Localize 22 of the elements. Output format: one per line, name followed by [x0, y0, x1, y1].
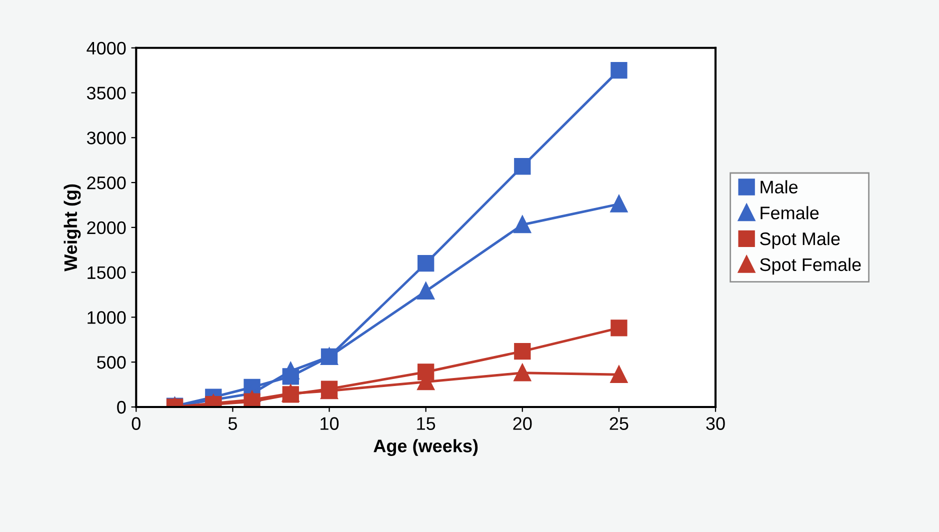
y-tick-label: 1500: [88, 266, 126, 280]
legend-label: Spot Male: [760, 232, 840, 249]
x-tick-label: 5: [228, 417, 237, 430]
legend-label: Spot Female: [760, 258, 861, 275]
y-tick-label: 0: [117, 400, 126, 414]
x-tick-label: 10: [320, 417, 339, 430]
x-tick-label: 30: [706, 417, 725, 430]
legend-label: Female: [760, 206, 819, 220]
x-tick-label: 0: [132, 417, 140, 430]
y-tick-label: 1000: [88, 311, 126, 324]
x-tick-label: 20: [513, 417, 532, 430]
y-tick-label: 2000: [87, 221, 126, 234]
y-tick-label: 3000: [86, 132, 126, 144]
x-tick-label: 15: [417, 417, 436, 430]
y-axis-title: Weight (g): [64, 184, 81, 272]
y-tick-label: 500: [97, 356, 126, 369]
y-tick-label: 4000: [86, 42, 126, 55]
x-tick-label: 25: [610, 417, 628, 430]
legend-label: Male: [760, 180, 798, 194]
y-tick-label: 3500: [86, 86, 126, 100]
y-tick-label: 2500: [87, 176, 126, 190]
x-axis-title: Age (weeks): [374, 439, 478, 456]
